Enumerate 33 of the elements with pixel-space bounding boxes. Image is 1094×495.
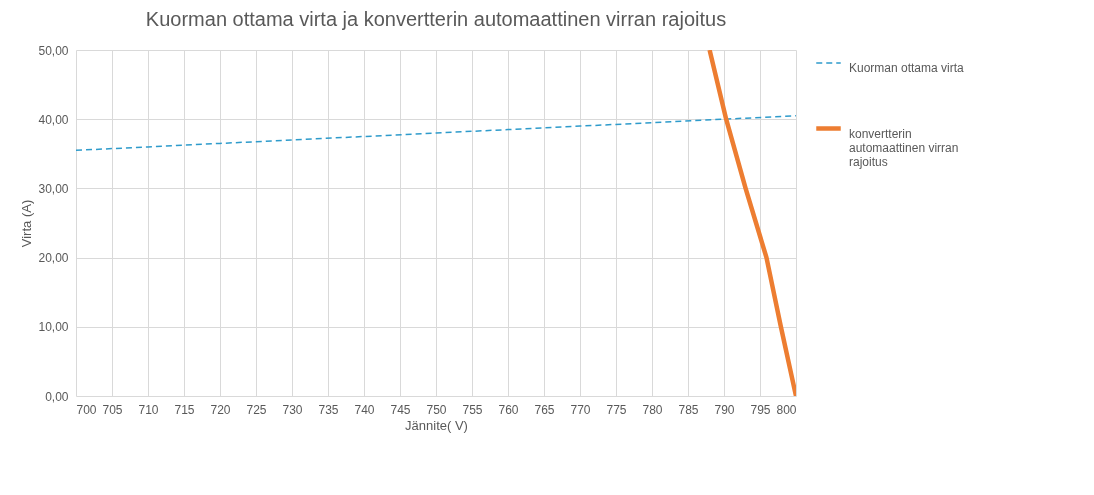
x-tick-label: 765 <box>534 402 555 417</box>
y-tick-label: 10,00 <box>38 320 69 335</box>
legend-label: Kuorman ottama virta <box>849 61 965 75</box>
x-tick-label: 745 <box>390 402 411 417</box>
y-tick-label: 50,00 <box>38 43 69 58</box>
x-axis-title: Jännite( V) <box>405 417 468 433</box>
x-tick-label: 725 <box>246 402 267 417</box>
x-tick-label: 755 <box>462 402 483 417</box>
x-tick-label: 705 <box>102 402 123 417</box>
x-tick-label: 720 <box>210 402 231 417</box>
x-tick-label: 790 <box>714 402 735 417</box>
x-tick-label: 730 <box>282 402 303 417</box>
x-tick-label: 750 <box>426 402 447 417</box>
x-tick-label: 780 <box>642 402 663 417</box>
line-series <box>76 114 796 152</box>
x-tick-label: 770 <box>570 402 591 417</box>
x-tick-label: 700 <box>76 402 97 417</box>
x-tick-label: 760 <box>498 402 519 417</box>
x-tick-label: 785 <box>678 402 699 417</box>
x-tick-label: 735 <box>318 402 339 417</box>
y-tick-label: 40,00 <box>38 112 69 127</box>
x-tick-label: 795 <box>750 402 771 417</box>
legend-label: konvertterin automaattinen virran rajoitus <box>849 126 959 169</box>
x-tick-label: 775 <box>606 402 627 417</box>
x-tick-label: 800 <box>776 402 797 417</box>
y-tick-label: 20,00 <box>38 251 69 266</box>
chart-title: Kuorman ottama virta ja konvertterin automaattinen virran rajoitus <box>145 8 727 30</box>
y-tick-label: 30,00 <box>38 181 69 196</box>
y-axis-title: Virta (A) <box>19 199 35 248</box>
x-tick-label: 710 <box>138 402 159 417</box>
x-tick-label: 715 <box>174 402 195 417</box>
y-tick-label: 0,00 <box>45 389 69 404</box>
x-tick-label: 740 <box>354 402 375 417</box>
